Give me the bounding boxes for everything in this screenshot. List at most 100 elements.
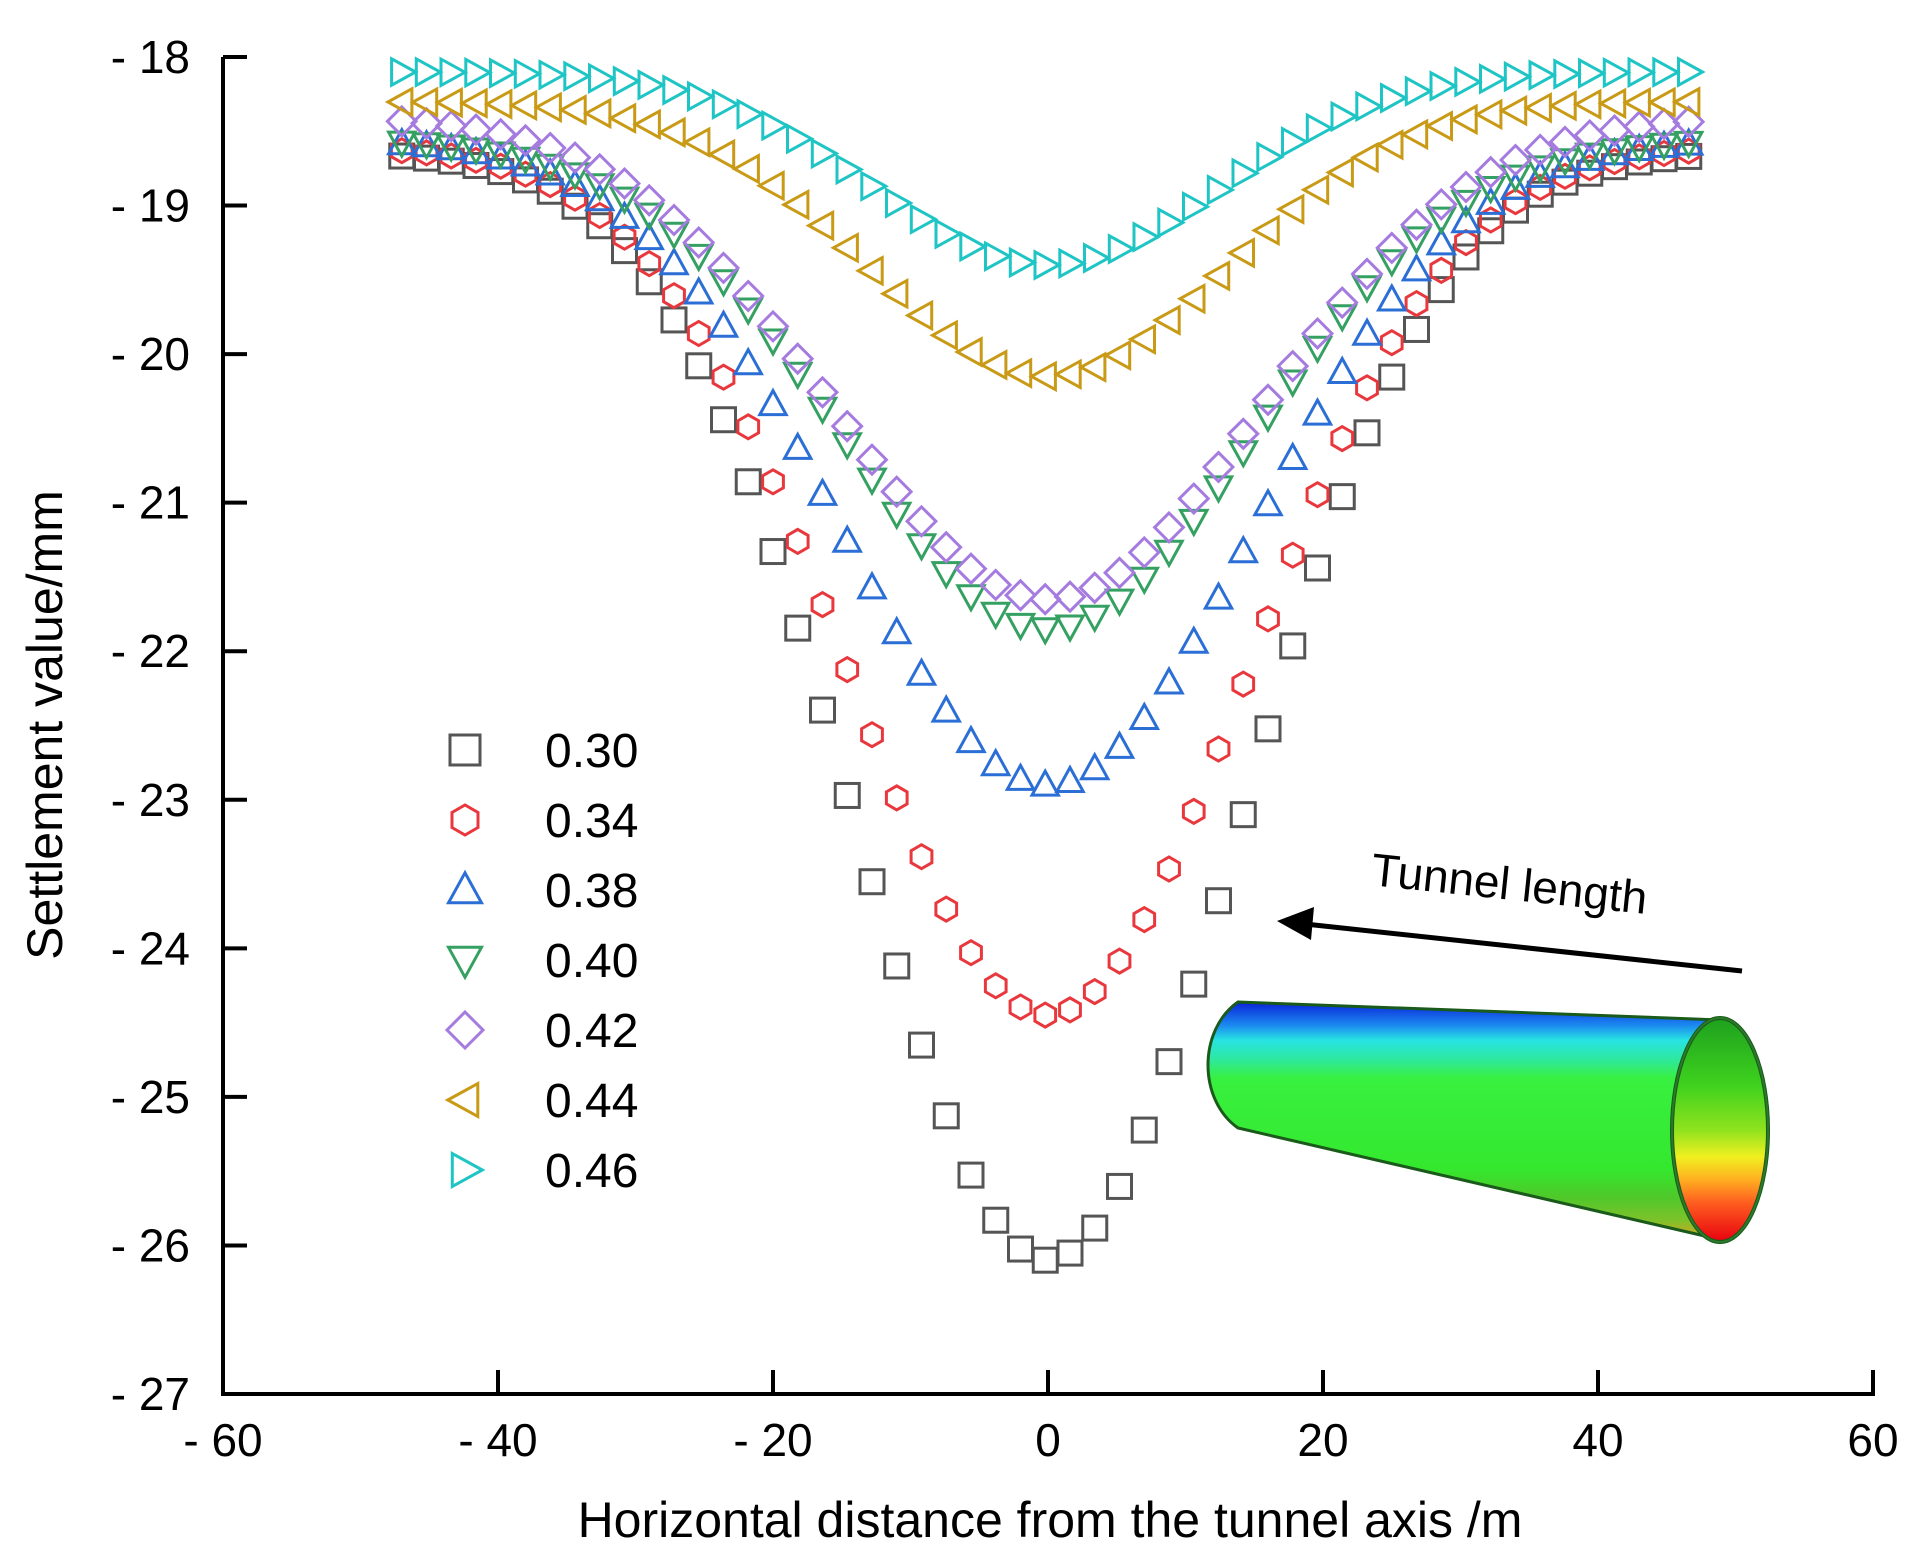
data-point: [1078, 751, 1111, 781]
data-point: [979, 747, 1012, 777]
data-point: [1028, 360, 1057, 393]
data-point: [1503, 60, 1533, 93]
data-point: [1622, 86, 1651, 119]
data-point: [1054, 614, 1086, 644]
data-point: [1177, 482, 1211, 516]
data-point: [732, 297, 764, 327]
data-point: [855, 255, 884, 287]
tunnel-length-arrowhead: [1277, 907, 1314, 940]
data-point: [1132, 221, 1162, 253]
data-point: [1107, 947, 1132, 975]
data-point: [633, 221, 665, 251]
data-point: [1008, 246, 1038, 279]
data-point: [1008, 993, 1033, 1021]
data-point: [608, 186, 641, 216]
data-point: [1623, 135, 1655, 164]
data-point: [885, 187, 914, 219]
data-point: [1077, 351, 1107, 383]
data-point: [459, 87, 488, 119]
data-point: [1549, 148, 1581, 177]
data-point: [1677, 56, 1706, 88]
legend-marker: [444, 1080, 480, 1120]
data-point: [1602, 147, 1627, 176]
data-point: [439, 142, 464, 170]
data-point: [759, 538, 787, 566]
data-point: [657, 116, 686, 149]
data-point: [805, 209, 835, 242]
data-point: [1081, 1214, 1109, 1242]
data-point: [734, 468, 762, 496]
data-point: [1548, 90, 1577, 122]
data-point: [1503, 187, 1528, 216]
series-0.34: [389, 136, 1701, 1029]
data-point: [979, 568, 1013, 602]
legend-marker: [450, 1150, 486, 1190]
axis-ticks: - 60 - 40 - 20 0 20 40 60 - 18 - 19 - 20 - 21 - 22 -…: [111, 31, 1899, 1466]
data-point: [1276, 349, 1310, 383]
data-point: [1107, 233, 1137, 265]
data-point: [635, 268, 663, 296]
data-point: [533, 131, 567, 165]
data-point: [1128, 701, 1161, 730]
data-point: [1425, 206, 1458, 236]
data-point: [880, 501, 913, 531]
data-point: [662, 281, 686, 310]
data-point: [756, 169, 785, 202]
legend-label: 0.40: [545, 935, 638, 988]
data-point: [904, 504, 939, 538]
data-point: [464, 56, 493, 89]
x-tick-label: 20: [1297, 1414, 1348, 1466]
x-axis-title: Horizontal distance from the tunnel axis…: [578, 1492, 1523, 1548]
data-point: [1280, 541, 1305, 569]
data-point: [1452, 243, 1480, 271]
data-point: [464, 146, 488, 175]
data-point: [909, 203, 939, 235]
data-point: [1029, 767, 1061, 797]
data-point: [833, 781, 861, 809]
y-tick-label: - 21: [111, 477, 190, 529]
legend: 0.30 0.34 0.38 0.40 0.42 0.44 0.46: [444, 725, 638, 1198]
data-point: [908, 1031, 935, 1059]
data-point: [658, 246, 690, 276]
data-point: [710, 406, 737, 434]
data-point: [1053, 358, 1082, 391]
data-point: [682, 225, 716, 260]
data-point: [1351, 317, 1383, 346]
data-point: [1375, 249, 1408, 278]
data-point: [1652, 139, 1676, 168]
data-point: [1450, 189, 1482, 219]
data-point: [858, 868, 886, 896]
data-point: [706, 251, 741, 285]
tunnel-length-arrow: [1304, 921, 1743, 974]
y-tick-label: - 20: [111, 328, 190, 380]
data-point: [1572, 88, 1602, 121]
data-point: [587, 201, 612, 230]
data-point: [805, 375, 840, 409]
data-point: [1326, 304, 1358, 333]
data-point: [1132, 905, 1157, 934]
data-point: [711, 363, 736, 391]
data-point: [1400, 252, 1433, 282]
data-point: [855, 443, 889, 477]
data-point: [909, 842, 934, 871]
data-point: [658, 221, 690, 251]
legend-label: 0.30: [545, 725, 638, 778]
data-point: [1499, 164, 1532, 194]
legend-marker: [445, 945, 485, 981]
data-point: [1058, 996, 1082, 1024]
data-point: [1325, 156, 1354, 189]
data-point: [1281, 126, 1310, 158]
x-tick-label: - 20: [733, 1414, 812, 1466]
data-point: [1029, 617, 1061, 646]
data-point: [1671, 86, 1701, 118]
data-point: [1300, 316, 1335, 351]
data-point: [534, 153, 566, 183]
data-point: [1429, 256, 1454, 285]
data-point: [1028, 582, 1062, 616]
y-tick-label: - 22: [111, 625, 190, 677]
data-point: [711, 88, 741, 121]
data-point: [1181, 797, 1206, 826]
data-point: [781, 342, 815, 376]
data-point: [460, 137, 492, 167]
data-point: [810, 590, 835, 619]
